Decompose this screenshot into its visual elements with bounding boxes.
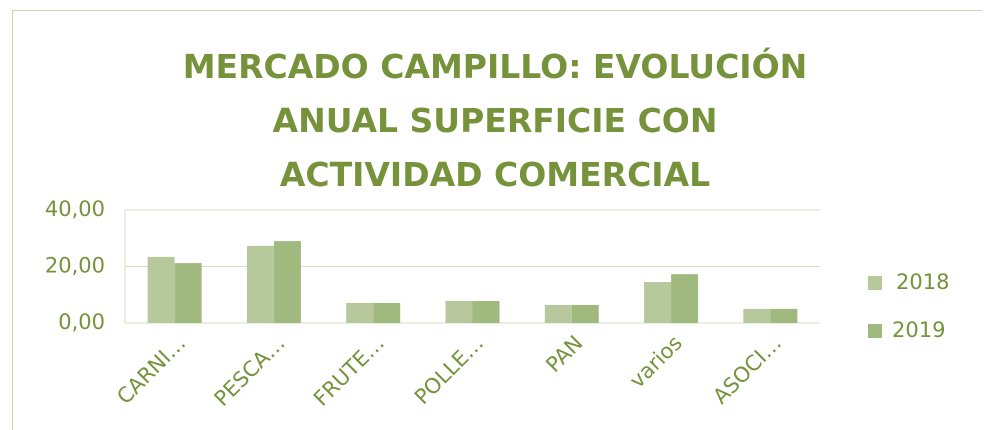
x-tick-label: ASOCI…	[708, 331, 786, 409]
y-tick-label: 20,00	[45, 254, 105, 278]
bar	[571, 304, 599, 323]
x-tick-label: POLLE…	[410, 331, 488, 409]
chart-frame	[12, 10, 982, 430]
x-tick-label: varios	[625, 331, 687, 393]
bar	[743, 308, 771, 323]
x-tick-label: PESCA…	[210, 331, 290, 411]
x-tick-label: FRUTE…	[309, 331, 389, 411]
legend-swatch	[868, 324, 882, 338]
x-tick-label: CARNI…	[112, 331, 190, 409]
bar	[147, 256, 175, 323]
bar	[373, 302, 401, 323]
y-tick-label: 40,00	[45, 197, 105, 221]
bar	[644, 282, 672, 323]
bar	[346, 302, 374, 323]
bar	[445, 300, 473, 323]
bar	[544, 304, 572, 323]
x-tick-label: PAN	[541, 331, 587, 377]
legend-label: 2018	[896, 270, 949, 294]
bar	[671, 274, 699, 323]
chart-title: MERCADO CAMPILLO: EVOLUCIÓN ANUAL SUPERF…	[182, 47, 808, 194]
bar	[472, 300, 500, 323]
bar	[770, 308, 798, 323]
bar	[273, 241, 301, 323]
legend-swatch	[868, 276, 882, 290]
legend-label: 2019	[892, 318, 945, 342]
bar	[174, 263, 202, 323]
bar	[246, 245, 274, 323]
y-tick-label: 0,00	[58, 310, 105, 334]
